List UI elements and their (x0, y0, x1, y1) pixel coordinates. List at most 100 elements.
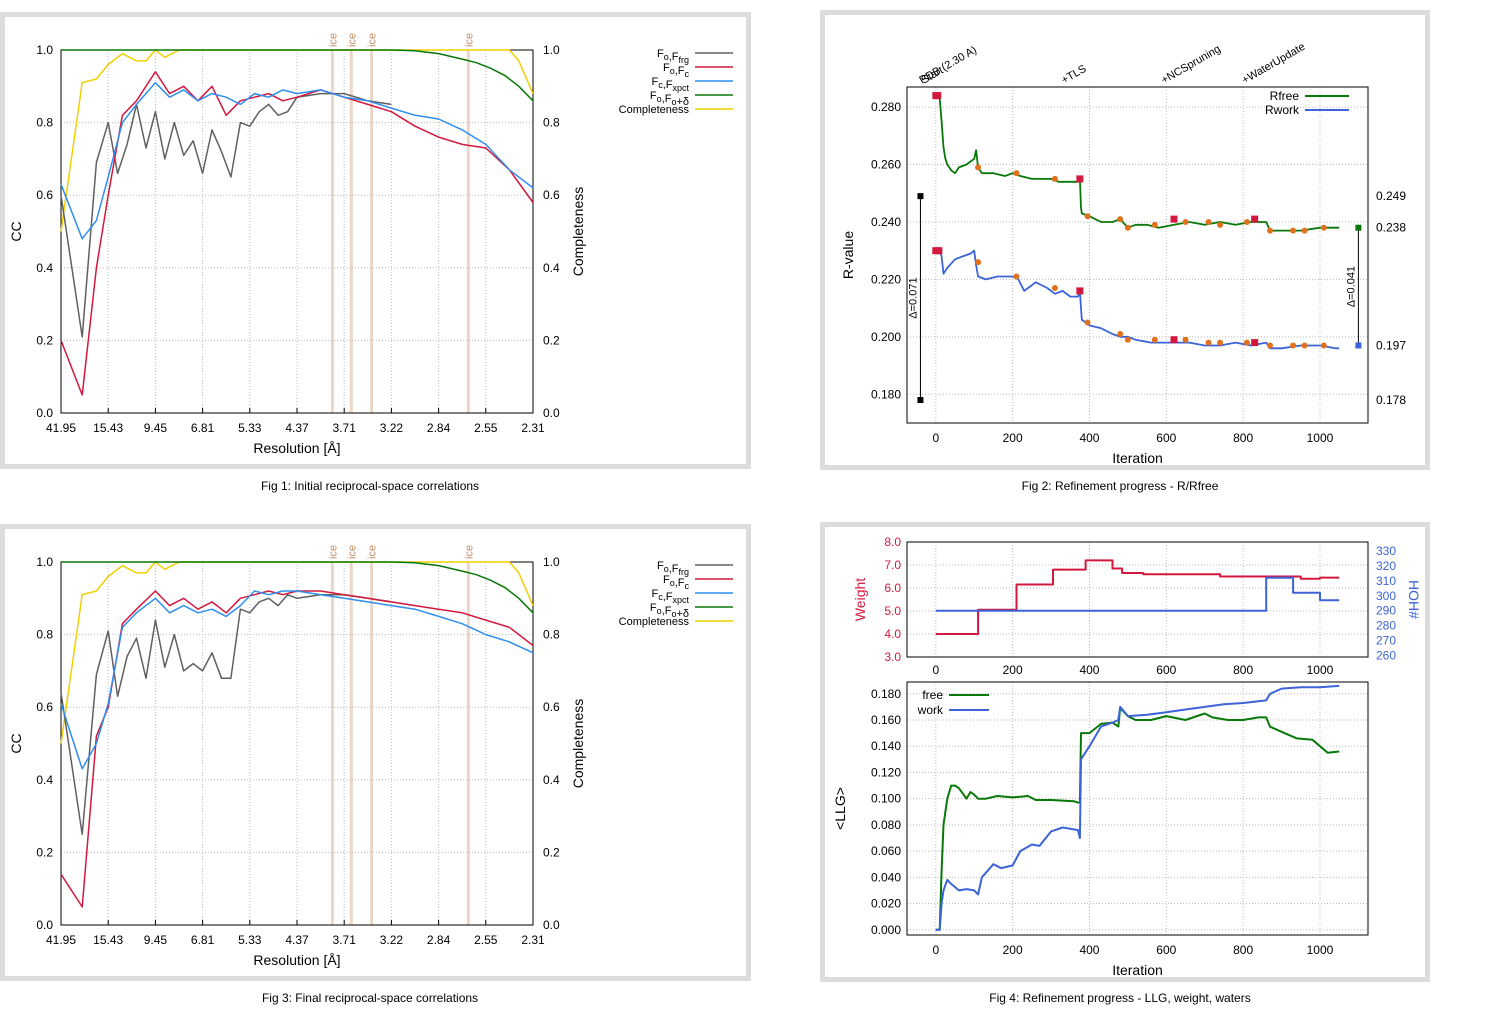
y-tick-label: 0.040 (871, 870, 901, 884)
y-tick-label: 0.020 (871, 897, 901, 911)
marker-orange (1290, 342, 1297, 349)
figure-2-panel: 0 200 400 600 800 1000 0.180 0.200 0.220 0.240 0.2… (820, 10, 1430, 470)
figure-3-panel: 41.95 15.43 9.45 6.81 5.33 4.37 3.71 3.22 2.84 2.… (0, 524, 751, 981)
ice-label: ice (367, 545, 379, 559)
y-axis-label: CC (8, 221, 24, 241)
legend-label-rwork: Rwork (1265, 103, 1300, 117)
marker-orange (1205, 339, 1212, 346)
y-tick-label: 0.260 (871, 158, 901, 172)
right-value-label: 0.197 (1376, 338, 1406, 352)
ice-ring-band (349, 50, 353, 413)
figure-4-caption: Fig 4: Refinement progress - LLG, weight… (989, 991, 1251, 1005)
marker-orange (1267, 342, 1274, 349)
ice-ring-band (349, 562, 353, 925)
x-tick-label: 2.55 (474, 421, 498, 435)
x-tick-label: 2.84 (427, 421, 451, 435)
y-tick-label: 0.000 (871, 923, 901, 937)
x-tick-label: 200 (1003, 431, 1023, 445)
series-line-green (61, 49, 534, 102)
y-tick-label: 0.2 (36, 333, 53, 347)
y-tick-label: 7.0 (884, 558, 901, 572)
ice-label: ice (463, 545, 475, 559)
y-tick-label: 0.8 (36, 628, 53, 642)
y-tick-label: 0.0 (36, 918, 53, 932)
x-tick-label: 41.95 (46, 933, 76, 947)
ice-ring-band (370, 562, 374, 925)
y-tick-label: 0.120 (871, 765, 901, 779)
marker-orange (1051, 285, 1058, 292)
x-axis-label: Resolution [Å] (253, 952, 340, 968)
marker-red (1251, 339, 1259, 347)
y-tick-label: 0.140 (871, 739, 901, 753)
series-line-hoh (935, 576, 1340, 612)
x-axis-label: Resolution [Å] (253, 440, 340, 456)
figure-2-caption: Fig 2: Refinement progress - R/Rfree (1021, 479, 1219, 493)
x-tick-label: 4.37 (285, 933, 309, 947)
y-axis-label-weight: Weight (852, 578, 868, 621)
x-tick-label: 600 (1156, 663, 1176, 677)
legend-label: Fo,Ffrg (657, 560, 689, 577)
x-tick-label: 5.33 (238, 933, 262, 947)
legend-label: Fo,Fo+δ (650, 90, 689, 108)
ice-ring-band (370, 50, 374, 413)
marker-orange (1151, 336, 1158, 343)
y2-tick-label: 0.2 (543, 845, 560, 859)
plot-frame (906, 681, 1369, 936)
ice-ring-band (330, 50, 334, 413)
marker-orange (1217, 221, 1224, 228)
plot-frame (906, 86, 1369, 424)
marker-orange (1013, 170, 1020, 177)
marker-red (1076, 287, 1084, 295)
y2-tick-label: 0.8 (543, 628, 560, 642)
y-tick-label: 0.100 (871, 792, 901, 806)
x-tick-label: 1000 (1307, 663, 1334, 677)
x-tick-label: 41.95 (46, 421, 76, 435)
y2-tick-label: 0.8 (543, 116, 560, 130)
marker-orange (1124, 336, 1131, 343)
y2-tick-label: 0.4 (543, 773, 560, 787)
fig1-chart: 41.95 15.43 9.45 6.81 5.33 4.37 3.71 3.22 2.84 2.… (8, 33, 733, 456)
y-tick-label: 0.220 (871, 272, 901, 286)
y-tick-label: 0.080 (871, 818, 901, 832)
y2-tick-label: 0.6 (543, 700, 560, 714)
y2-axis-label: Completeness (570, 699, 586, 789)
x-tick-label: 400 (1079, 943, 1099, 957)
y2-tick-label: 330 (1376, 544, 1396, 558)
x-tick-label: 6.81 (191, 421, 215, 435)
x-tick-label: 1000 (1307, 431, 1334, 445)
y-tick-label: 0.280 (871, 100, 901, 114)
y2-tick-label: 270 (1376, 634, 1396, 648)
marker-orange (1301, 342, 1308, 349)
y-tick-label: 0.060 (871, 844, 901, 858)
y2-axis-label-hoh: HOH# (1406, 580, 1422, 619)
figure-3-caption: Fig 3: Final reciprocal-space correlatio… (261, 991, 479, 1005)
x-tick-label: 2.55 (474, 933, 498, 947)
y2-tick-label: 280 (1376, 619, 1396, 633)
marker-red (1170, 336, 1178, 344)
x-tick-label: 15.43 (93, 933, 123, 947)
marker-orange (1124, 224, 1131, 231)
delta-marker (917, 193, 924, 200)
y-tick-label: 0.8 (36, 116, 53, 130)
y2-tick-label: 1.0 (543, 43, 560, 57)
x-tick-label: 2.31 (521, 933, 545, 947)
legend-label: Fo,Fc (663, 62, 690, 79)
x-tick-label: 3.71 (333, 421, 357, 435)
series-line-grey (60, 92, 392, 338)
y-tick-label: 0.6 (36, 700, 53, 714)
marker-orange (1117, 330, 1124, 337)
series-line-yellow (60, 49, 534, 232)
x-tick-label: 600 (1156, 431, 1176, 445)
marker-orange (1084, 319, 1091, 326)
y-tick-label: 0.180 (871, 387, 901, 401)
y-tick-label: 1.0 (36, 555, 53, 569)
marker-red (935, 247, 943, 255)
marker-orange (975, 259, 982, 266)
y2-tick-label: 0.0 (543, 918, 560, 932)
marker-orange (1217, 339, 1224, 346)
series-line-red (60, 71, 534, 396)
ice-label: ice (346, 545, 358, 559)
marker-orange (1290, 227, 1297, 234)
x-tick-label: 15.43 (93, 421, 123, 435)
marker-orange (1267, 227, 1274, 234)
